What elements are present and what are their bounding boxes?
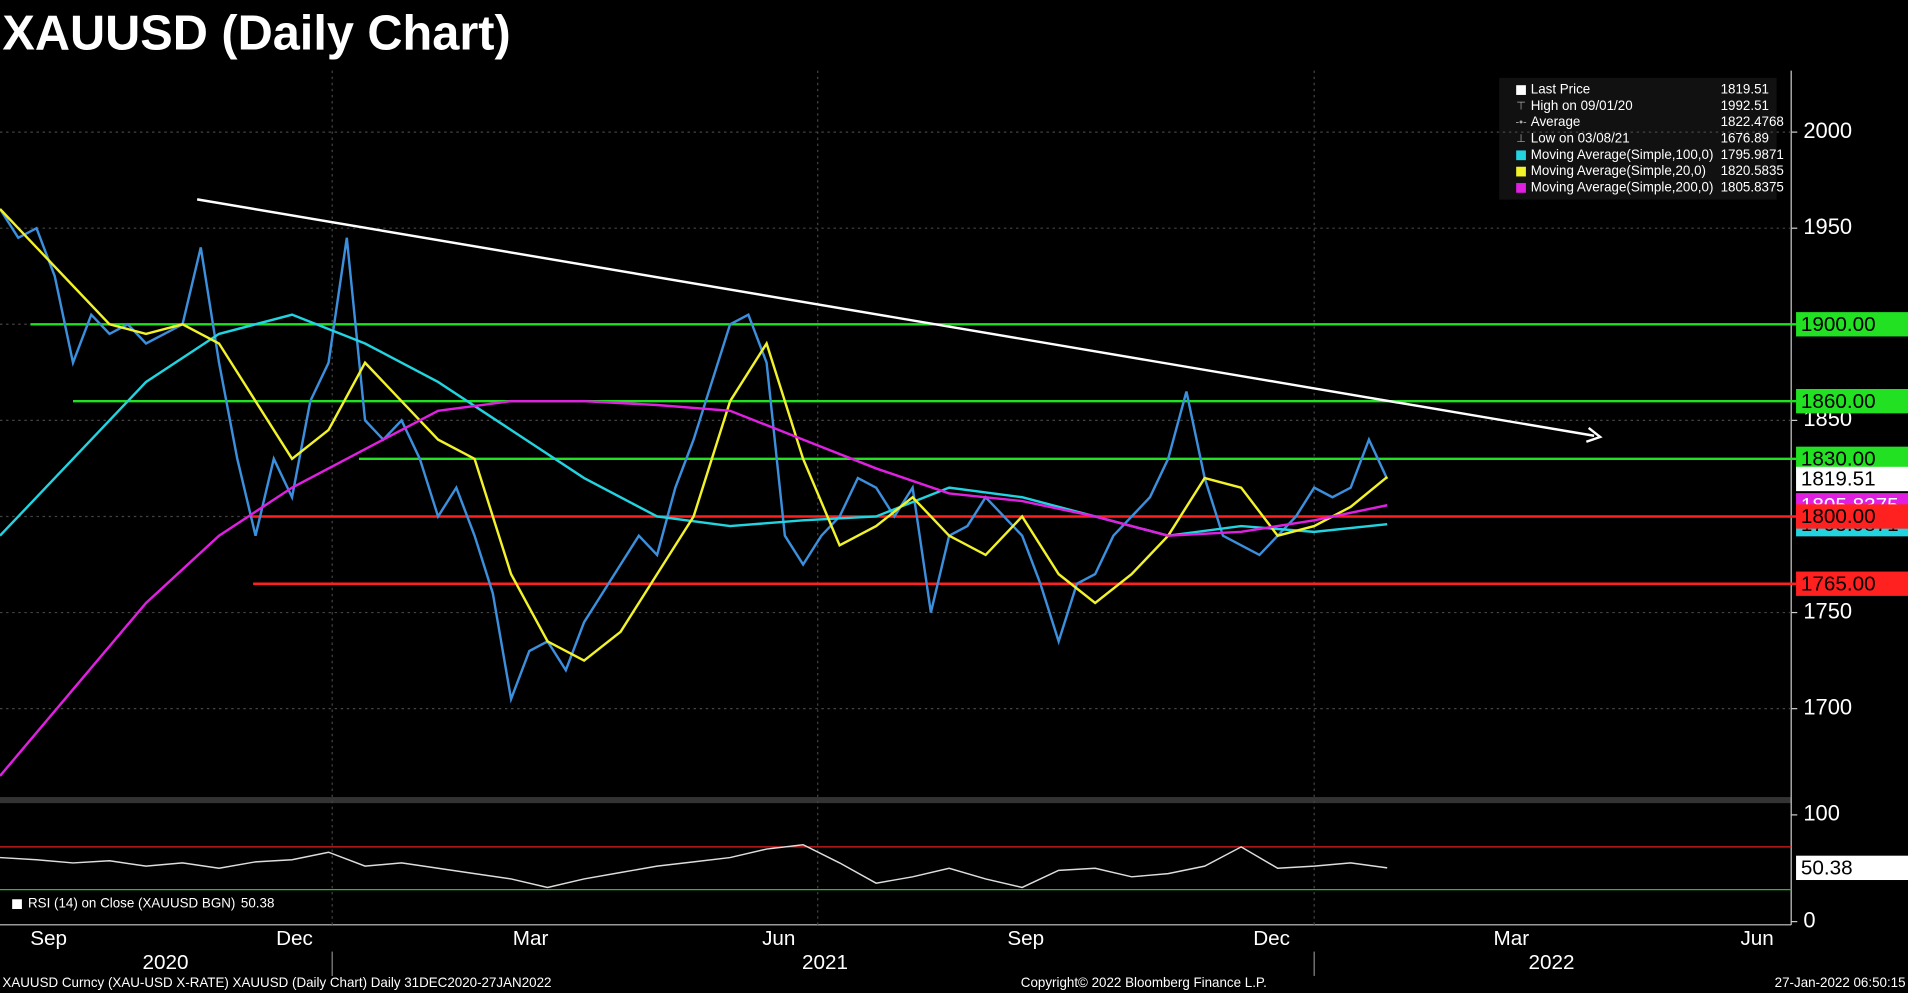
trendline-arrow — [1585, 426, 1603, 443]
legend-value: 1805.8375 — [1721, 179, 1784, 194]
year-label: 2021 — [802, 951, 848, 974]
y-tick-label: 2000 — [1803, 118, 1852, 143]
legend-swatch — [1516, 150, 1526, 161]
legend-symbol: -•- — [1515, 117, 1526, 129]
series-line — [0, 399, 1388, 777]
y-tick-label: 1700 — [1803, 694, 1852, 719]
x-tick-label: Sep — [30, 927, 67, 950]
legend-label: Last Price — [1531, 82, 1590, 97]
legend-label: Moving Average(Simple,20,0) — [1531, 163, 1706, 178]
trendline — [196, 198, 1595, 437]
legend-value: 1820.5835 — [1721, 163, 1784, 178]
footer-left: XAUUSD Curncy (XAU-USD X-RATE) XAUUSD (D… — [2, 975, 551, 990]
legend-symbol: ⊤ — [1516, 100, 1526, 112]
legend-box — [1499, 77, 1777, 200]
x-tick-label: Dec — [276, 927, 313, 950]
level-tag: 1800.00 — [1801, 505, 1876, 528]
level-tag-bg — [1796, 571, 1908, 596]
legend-label: High on 09/01/20 — [1531, 98, 1633, 113]
series-line — [0, 208, 1389, 704]
x-tick-label: Mar — [1494, 927, 1530, 950]
legend-value: 1992.51 — [1721, 98, 1769, 113]
legend-symbol: ⊥ — [1516, 133, 1526, 145]
level-tag: 1860.00 — [1801, 390, 1876, 413]
rsi-tag: 50.38 — [1801, 857, 1853, 880]
x-tick-label: Jun — [1740, 927, 1773, 950]
panel-separator — [0, 797, 1792, 804]
y-tick-label: 1750 — [1803, 598, 1852, 623]
year-label: 2020 — [142, 951, 188, 974]
series-line — [0, 844, 1388, 889]
legend-swatch — [1516, 166, 1526, 177]
rsi-y-tick-label: 0 — [1803, 907, 1815, 932]
legend-swatch — [1516, 183, 1526, 193]
level-tag: 1900.00 — [1801, 313, 1876, 336]
x-tick-label: Mar — [513, 927, 549, 950]
last-price-tag: 1819.51 — [1801, 468, 1876, 491]
level-tag-bg — [1796, 312, 1908, 337]
x-tick-label: Jun — [762, 927, 795, 950]
legend-label: Low on 03/08/21 — [1531, 131, 1630, 146]
legend-value: 1822.4768 — [1721, 114, 1784, 129]
footer-right: 27-Jan-2022 06:50:15 — [1775, 975, 1906, 990]
footer-center: Copyright© 2022 Bloomberg Finance L.P. — [1021, 975, 1267, 990]
legend-label: Moving Average(Simple,200,0) — [1531, 179, 1714, 194]
legend-value: 1819.51 — [1721, 82, 1769, 97]
rsi-tag-bg — [1796, 855, 1908, 881]
legend-value: 1795.9871 — [1721, 147, 1784, 162]
x-tick-label: Sep — [1007, 927, 1044, 950]
legend-swatch — [1516, 85, 1526, 95]
x-tick-label: Dec — [1253, 927, 1290, 950]
legend-value: 1676.89 — [1721, 131, 1769, 146]
chart-title: XAUUSD (Daily Chart) — [2, 6, 510, 60]
level-tag: 1765.00 — [1801, 572, 1876, 595]
rsi-legend-swatch — [12, 899, 22, 910]
series-line — [0, 208, 1388, 663]
year-label: 2022 — [1528, 951, 1574, 974]
rsi-y-tick-label: 100 — [1803, 801, 1840, 826]
level-tag-bg — [1796, 504, 1908, 529]
last-price-tag-bg — [1796, 466, 1908, 492]
y-tick-label: 1950 — [1803, 214, 1852, 239]
rsi-legend-value: 50.38 — [241, 896, 274, 911]
rsi-legend-label: RSI (14) on Close (XAUUSD BGN) — [28, 896, 235, 911]
legend-label: Moving Average(Simple,100,0) — [1531, 147, 1714, 162]
legend-label: Average — [1531, 114, 1581, 129]
level-tag: 1830.00 — [1801, 448, 1876, 471]
level-tag-bg — [1796, 388, 1908, 414]
